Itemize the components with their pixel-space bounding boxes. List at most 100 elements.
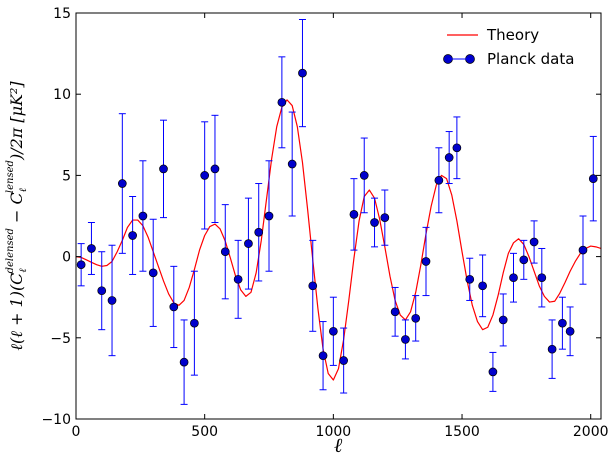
data-marker [117,179,127,188]
data-marker [390,307,400,317]
data-marker [298,68,307,78]
plot-frame [75,12,602,420]
data-point [190,270,199,376]
data-marker [588,174,598,183]
data-marker [547,344,557,354]
data-marker [421,257,431,266]
x-tick-label: 1500 [444,424,480,440]
y-tick-label: 5 [62,168,71,184]
data-marker [509,273,518,283]
data-marker [537,273,547,283]
data-point [254,183,264,282]
data-point [529,220,539,264]
data-point [588,135,598,222]
data-marker [565,326,575,336]
data-marker [498,315,508,325]
data-marker [519,255,529,265]
data-point [107,244,117,357]
data-point [411,295,421,342]
data-marker [97,286,107,296]
data-point [537,247,547,308]
data-marker [169,302,179,312]
data-marker [478,281,487,291]
y-axis-label: ℓ(ℓ + 1)(Cℓdelensed − Cℓlensed)/2π [μK²] [5,81,29,351]
data-marker [220,247,230,257]
data-marker [444,153,454,162]
data-point [558,296,567,350]
y-tick-label: −5 [50,331,71,347]
data-marker [287,159,297,169]
data-point [478,254,487,318]
data-point [298,18,307,128]
data-marker [179,357,189,367]
y-tick-label: 10 [53,87,71,103]
data-point [318,321,328,391]
data-marker [529,237,539,247]
data-point [159,119,168,219]
x-axis-ticks: 0 500 1000 1500 2000 [72,13,609,440]
data-marker [159,164,168,174]
data-point [421,226,431,297]
svg-text:ℓ(ℓ + 1)(Cℓdelensed − Cℓlensed: ℓ(ℓ + 1)(Cℓdelensed − Cℓlensed)/2π [μK²] [5,81,29,351]
data-point [220,204,230,300]
data-point [380,189,390,246]
data-point [308,239,318,332]
data-marker [380,213,390,222]
x-tick-label: 1000 [316,424,352,440]
data-point [509,252,518,303]
data-marker [254,227,264,237]
data-marker [87,244,96,253]
data-point [444,131,454,185]
data-marker [411,313,421,323]
data-marker [210,164,220,174]
data-point [264,160,274,272]
data-marker [434,175,444,185]
data-marker [138,211,148,221]
data-marker [308,281,318,291]
plot-area [75,12,602,420]
data-marker [370,218,379,227]
data-marker [200,171,210,180]
data-point [498,293,508,347]
data-point [200,121,210,230]
data-marker [76,260,86,270]
data-point [370,197,379,248]
data-marker [339,356,348,365]
theory-layer [76,99,601,381]
data-point [401,319,410,360]
data-point [148,218,158,327]
data-marker [558,318,567,328]
data-marker [349,210,359,219]
data-point [488,351,498,392]
data-point [359,137,369,214]
data-point [277,56,287,149]
y-tick-label: 0 [62,250,71,266]
data-marker [329,326,338,336]
legend-data-label: Planck data [487,50,574,68]
data-point [76,243,86,287]
x-tick-label: 0 [72,424,81,440]
x-tick-label: 500 [191,424,218,440]
data-point [128,196,137,275]
data-marker [277,97,287,107]
data-layer [76,18,598,405]
data-point [138,160,148,272]
theory-line [76,99,601,381]
y-axis-ticks: −10 −5 0 5 10 15 [41,6,601,428]
data-point [287,111,297,217]
data-point [349,178,359,251]
y-tick-label: 15 [53,6,71,22]
data-point [97,251,107,331]
data-point [452,116,462,180]
data-point [434,147,444,214]
data-marker [107,296,117,305]
data-point [329,296,338,366]
data-point [519,239,529,280]
data-point [339,327,348,394]
data-point [547,319,557,379]
data-point [87,221,96,275]
data-marker [244,239,253,248]
x-axis-label: ℓ [334,433,343,457]
